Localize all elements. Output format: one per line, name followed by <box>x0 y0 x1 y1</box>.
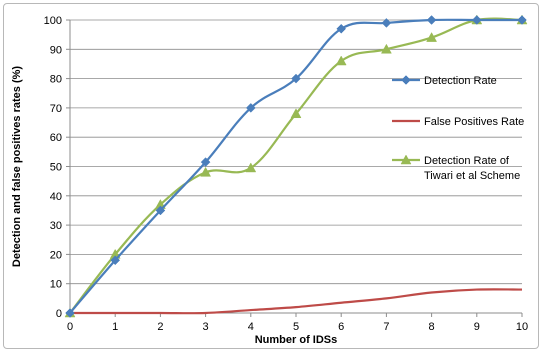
y-tick-labels: 0 10 20 30 40 50 60 70 80 90 100 <box>44 15 62 320</box>
x-tick-label: 10 <box>516 321 528 333</box>
data-point <box>380 43 392 54</box>
x-tick-label: 7 <box>383 321 389 333</box>
data-point <box>426 32 438 42</box>
data-point <box>200 157 211 167</box>
y-tick-label: 80 <box>50 74 62 86</box>
gridlines <box>70 19 522 285</box>
x-tick-label: 0 <box>67 321 73 333</box>
data-point <box>290 108 302 119</box>
x-tick-label: 9 <box>474 321 480 333</box>
x-axis-label: Number of IDSs <box>255 334 338 346</box>
y-tick-label: 100 <box>44 15 62 27</box>
x-tick-label: 5 <box>293 321 299 333</box>
y-tick-label: 20 <box>50 249 62 261</box>
legend-item: False Positives Rate <box>392 116 524 128</box>
data-point <box>200 166 212 177</box>
data-point <box>110 255 121 266</box>
y-tick-label: 40 <box>50 191 62 203</box>
data-point <box>245 162 257 173</box>
legend-label: Detection Rate of <box>424 155 510 167</box>
x-tick-label: 6 <box>338 321 344 333</box>
data-point <box>291 73 301 84</box>
data-point <box>336 23 347 34</box>
y-tick-label: 50 <box>50 162 62 174</box>
x-tick-label: 4 <box>248 321 254 333</box>
series-detection-rate <box>65 15 527 318</box>
legend-label: Tiwari et al Scheme <box>424 170 520 182</box>
legend-item: Detection Rate of Tiwari et al Scheme <box>392 154 520 182</box>
series-line <box>70 288 523 315</box>
data-point <box>245 103 256 113</box>
data-point <box>335 55 347 66</box>
y-axis-label: Detection and false positives rates (%) <box>11 66 23 267</box>
series-group <box>64 14 528 318</box>
x-tick-label: 8 <box>429 321 435 333</box>
legend: Detection Rate False Positives Rate Detect… <box>392 75 524 182</box>
data-point <box>381 18 392 28</box>
y-tick-label: 30 <box>50 220 62 232</box>
legend-marker <box>401 75 411 85</box>
series-false-positives-rate <box>70 288 523 315</box>
legend-marker <box>400 154 412 165</box>
x-tick-label: 2 <box>157 321 163 333</box>
y-tick-label: 90 <box>50 44 62 56</box>
data-point <box>517 15 527 25</box>
y-tick-label: 10 <box>50 279 62 291</box>
y-tick-label: 0 <box>56 308 62 320</box>
data-point <box>155 205 166 216</box>
legend-label: Detection Rate <box>424 75 497 87</box>
legend-item: Detection Rate <box>392 75 497 87</box>
legend-label: False Positives Rate <box>424 116 524 128</box>
series-line <box>69 18 522 314</box>
x-tick-labels: 0 1 2 3 4 5 6 7 8 9 10 <box>67 321 528 333</box>
y-tick-label: 70 <box>50 103 62 115</box>
x-tick-label: 1 <box>112 321 118 333</box>
y-tick-label: 60 <box>50 132 62 144</box>
axes <box>66 19 523 317</box>
x-tick-label: 3 <box>203 321 209 333</box>
data-point <box>471 15 482 25</box>
data-point <box>426 15 437 25</box>
data-point <box>65 308 75 318</box>
